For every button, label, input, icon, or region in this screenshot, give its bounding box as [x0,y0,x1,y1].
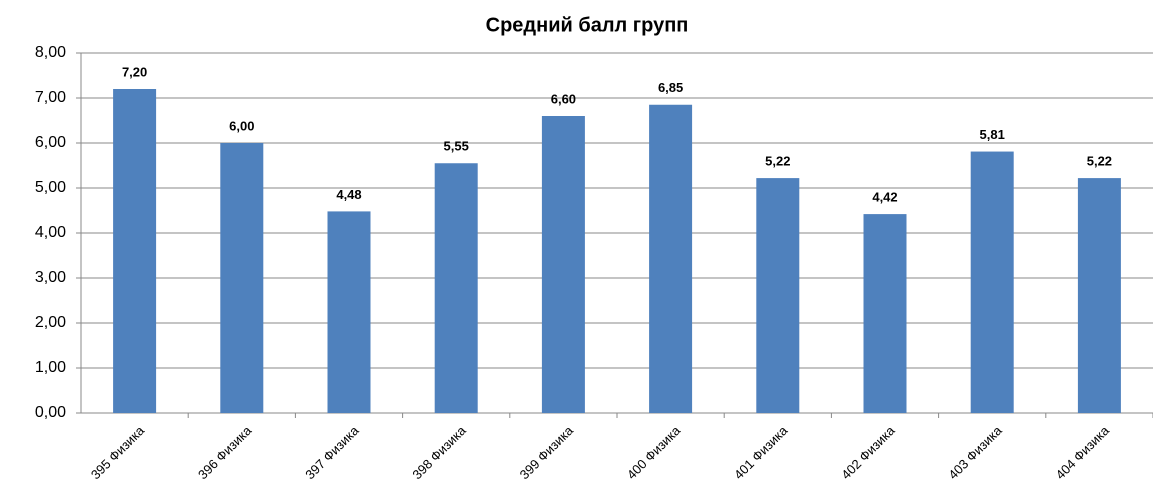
value-label: 6,85 [658,80,683,95]
y-tick-label: 0,00 [35,404,66,421]
y-tick-label: 7,00 [35,89,66,106]
x-tick-label: 403 Физика [945,422,1005,482]
bar [1077,178,1121,413]
bar [970,151,1014,414]
value-label: 4,42 [872,190,897,205]
y-tick-label: 4,00 [35,224,66,241]
value-label: 5,55 [444,139,469,154]
value-label: 5,81 [980,127,1005,142]
y-tick-label: 6,00 [35,134,66,151]
value-label: 5,22 [765,154,790,169]
value-label: 6,60 [551,91,576,106]
y-tick-label: 1,00 [35,359,66,376]
x-tick-label: 404 Физика [1053,422,1113,482]
bar [541,116,585,413]
x-tick-label: 402 Физика [838,422,898,482]
x-tick-label: 395 Физика [88,422,148,482]
y-tick-label: 5,00 [35,179,66,196]
bar [756,178,800,413]
value-label: 5,22 [1087,154,1112,169]
x-tick-label: 399 Физика [517,422,577,482]
bar [220,143,264,413]
x-tick-label: 396 Физика [195,422,255,482]
bar [649,104,693,413]
x-tick-label: 401 Физика [731,422,791,482]
bar [113,89,157,413]
bar [327,211,371,413]
x-tick-label: 400 Физика [624,422,684,482]
value-label: 4,48 [336,187,361,202]
bar [863,214,907,413]
bar [434,163,478,413]
value-label: 6,00 [229,118,254,133]
y-tick-label: 3,00 [35,269,66,286]
chart-title: Средний балл групп [486,14,689,36]
y-tick-label: 2,00 [35,314,66,331]
y-tick-label: 8,00 [35,44,66,61]
value-label: 7,20 [122,64,147,79]
x-tick-label: 397 Физика [302,422,362,482]
x-tick-label: 398 Физика [409,422,469,482]
